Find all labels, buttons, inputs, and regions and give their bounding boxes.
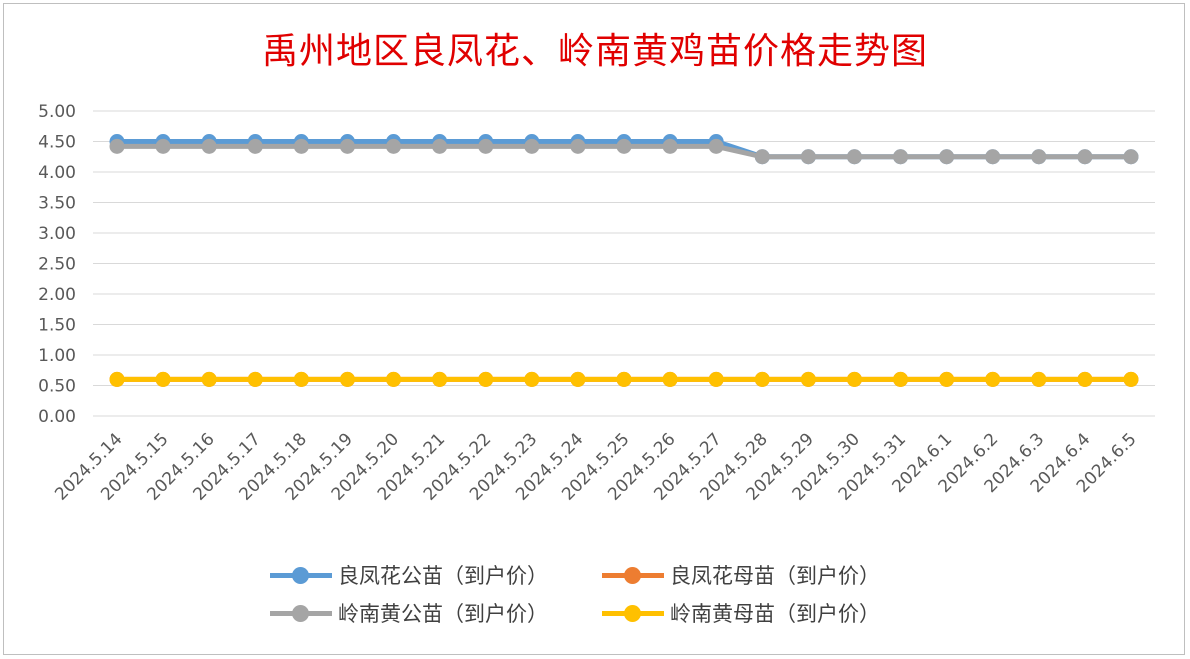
data-point bbox=[846, 371, 862, 387]
data-point bbox=[432, 371, 448, 387]
data-point bbox=[1077, 149, 1093, 165]
y-tick-label: 0.50 bbox=[38, 377, 76, 397]
data-point bbox=[155, 371, 171, 387]
data-point bbox=[939, 149, 955, 165]
data-point bbox=[386, 138, 402, 154]
legend-label: 岭南黄母苗（到户价） bbox=[670, 602, 880, 626]
legend-label: 岭南黄公苗（到户价） bbox=[338, 602, 548, 626]
legend-swatch-4 bbox=[602, 598, 664, 628]
y-tick-label: 0.00 bbox=[38, 407, 76, 427]
data-point bbox=[893, 371, 909, 387]
data-point bbox=[893, 149, 909, 165]
data-point bbox=[1123, 149, 1139, 165]
data-point bbox=[109, 138, 125, 154]
data-point bbox=[616, 138, 632, 154]
data-point bbox=[432, 138, 448, 154]
y-tick-label: 1.50 bbox=[38, 316, 76, 336]
data-point bbox=[754, 149, 770, 165]
data-point bbox=[708, 371, 724, 387]
y-tick-label: 1.00 bbox=[38, 346, 76, 366]
data-point bbox=[616, 371, 632, 387]
data-point bbox=[754, 371, 770, 387]
data-point bbox=[985, 371, 1001, 387]
legend-item-3: 岭南黄公苗（到户价） bbox=[270, 598, 548, 628]
legend-swatch-2 bbox=[602, 560, 664, 590]
data-point bbox=[478, 138, 494, 154]
data-point bbox=[386, 371, 402, 387]
data-point bbox=[1031, 149, 1047, 165]
data-point bbox=[1123, 371, 1139, 387]
data-point bbox=[985, 149, 1001, 165]
legend-marker bbox=[624, 605, 641, 622]
data-point bbox=[662, 371, 678, 387]
data-point bbox=[846, 149, 862, 165]
legend-swatch-3 bbox=[270, 598, 332, 628]
legend-item-2: 良凤花母苗（到户价） bbox=[602, 560, 880, 590]
data-point bbox=[800, 149, 816, 165]
legend-label: 良凤花公苗（到户价） bbox=[338, 564, 548, 588]
y-tick-label: 2.50 bbox=[38, 255, 76, 275]
data-point bbox=[524, 371, 540, 387]
y-tick-label: 4.00 bbox=[38, 163, 76, 183]
data-point bbox=[478, 371, 494, 387]
y-tick-label: 3.00 bbox=[38, 224, 76, 244]
data-point bbox=[201, 138, 217, 154]
data-point bbox=[109, 371, 125, 387]
data-point bbox=[570, 138, 586, 154]
data-point bbox=[247, 138, 263, 154]
data-point bbox=[247, 371, 263, 387]
y-tick-label: 2.00 bbox=[38, 285, 76, 305]
data-point bbox=[293, 138, 309, 154]
data-point bbox=[939, 371, 955, 387]
legend-swatch-1 bbox=[270, 560, 332, 590]
legend-item-1: 良凤花公苗（到户价） bbox=[270, 560, 548, 590]
legend-marker bbox=[624, 567, 641, 584]
data-point bbox=[339, 138, 355, 154]
data-point bbox=[570, 371, 586, 387]
chart-title: 禹州地区良凤花、岭南黄鸡苗价格走势图 bbox=[261, 31, 928, 72]
legend-item-4: 岭南黄母苗（到户价） bbox=[602, 598, 880, 628]
data-point bbox=[1077, 371, 1093, 387]
legend-marker bbox=[292, 567, 309, 584]
y-tick-label: 3.50 bbox=[38, 194, 76, 214]
data-point bbox=[1031, 371, 1047, 387]
data-point bbox=[201, 371, 217, 387]
legend-label: 良凤花母苗（到户价） bbox=[670, 564, 880, 588]
data-point bbox=[339, 371, 355, 387]
y-tick-label: 4.50 bbox=[38, 133, 76, 153]
data-point bbox=[708, 138, 724, 154]
legend-marker bbox=[292, 605, 309, 622]
data-point bbox=[524, 138, 540, 154]
data-point bbox=[800, 371, 816, 387]
chart-frame bbox=[3, 3, 1185, 655]
data-point bbox=[155, 138, 171, 154]
data-point bbox=[662, 138, 678, 154]
data-point bbox=[293, 371, 309, 387]
y-tick-label: 5.00 bbox=[38, 102, 76, 122]
